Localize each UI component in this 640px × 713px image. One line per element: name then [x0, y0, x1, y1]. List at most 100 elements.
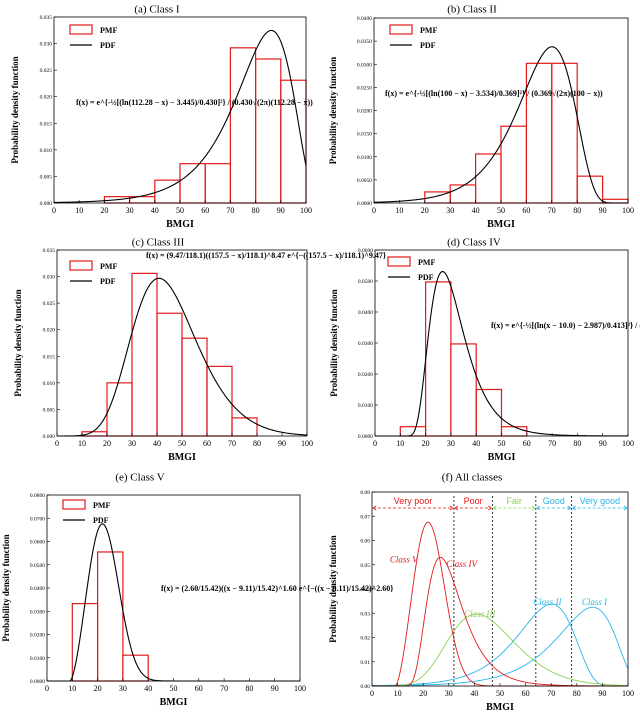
x-tick-label: 20 [421, 206, 429, 215]
class-a-curve [372, 606, 629, 687]
y-tick-label: 0.000 [43, 434, 56, 440]
pmf-bar [106, 382, 133, 437]
x-tick-label: 80 [245, 684, 253, 693]
y-tick-label: 0.020 [40, 95, 53, 101]
y-tick-label: 0.0000 [30, 679, 45, 685]
x-tick-label: 10 [68, 684, 76, 693]
x-tick-label: 100 [622, 206, 634, 215]
band-label: Very good [580, 496, 621, 506]
legend-pdf-label: PDF [93, 516, 109, 525]
x-tick-label: 100 [300, 206, 312, 215]
panel-b: (b) Class II 0 10 20 30 40 50 60 70 80 90 100 0.0000… [328, 4, 634, 230]
panel-title: (d) Class IV [447, 237, 501, 249]
x-tick-label: 40 [472, 439, 480, 448]
pdf-equation: f(x) = (2.60/15.42)((x − 9.11)/15.42)^1.… [161, 584, 393, 593]
y-tick-label: 0.005 [43, 407, 56, 413]
x-axis-label: BMGI [488, 452, 516, 463]
y-tick-label: 0.0050 [357, 178, 372, 184]
y-tick-label: 0.015 [43, 354, 56, 360]
legend-pmf-label: PMF [418, 258, 435, 267]
y-axis-label: Probability density function [1, 534, 11, 641]
y-tick-label: 0.03 [360, 611, 370, 617]
band-arrow-head-right [531, 505, 536, 511]
pmf-bar [500, 426, 528, 437]
x-tick-label: 10 [78, 439, 86, 448]
band-label: Very poor [394, 496, 433, 506]
x-tick-label: 0 [372, 206, 376, 215]
legend-pmf-swatch [69, 24, 93, 35]
panel-title: (a) Class I [134, 4, 180, 16]
band-label: Fair [506, 496, 522, 506]
x-tick-label: 10 [396, 439, 404, 448]
pmf-bar [399, 426, 427, 437]
y-tick-label: 0.08 [360, 490, 370, 496]
x-tick-label: 30 [128, 439, 136, 448]
pmf-bar [450, 343, 477, 437]
pmf-bar [206, 365, 233, 437]
legend-pmf-label: PMF [100, 26, 117, 35]
pmf-bar [551, 62, 578, 204]
y-tick-label: 0.0700 [30, 516, 45, 522]
pmf-bar [181, 337, 208, 437]
legend-pmf-swatch [387, 256, 411, 267]
curve-label: Class I [582, 597, 608, 607]
pmf-bar [231, 417, 258, 437]
band-arrow-head-right [567, 505, 572, 511]
x-tick-label: 70 [228, 439, 236, 448]
x-tick-label: 40 [472, 206, 480, 215]
x-tick-label: 80 [573, 439, 581, 448]
y-axis-label: Probability density function [13, 289, 23, 396]
x-axis-label: BMGI [166, 219, 194, 230]
x-tick-label: 90 [599, 206, 607, 215]
legend-pmf-label: PMF [93, 501, 110, 510]
x-tick-label: 50 [497, 206, 505, 215]
class-d-curve [372, 556, 628, 687]
x-tick-label: 30 [445, 689, 453, 698]
pdf-curve [47, 523, 300, 682]
band-arrow-head-left [536, 505, 541, 511]
panel-d: (d) Class IV 0 10 20 30 40 50 60 70 80 90 100 0.0000… [329, 237, 640, 463]
legend-pmf-swatch [69, 260, 93, 271]
band-arrow-head-left [454, 505, 459, 511]
band-arrow-head-right [623, 505, 628, 511]
panel-title: (f) All classes [442, 472, 502, 484]
x-tick-label: 100 [622, 689, 634, 698]
x-tick-label: 70 [226, 206, 234, 215]
band-label: Poor [464, 496, 483, 506]
pmf-bar [156, 312, 183, 437]
class-c-curve [372, 613, 629, 687]
y-tick-label: 0.0100 [358, 403, 373, 409]
band-arrow-head-left [372, 505, 377, 511]
y-tick-label: 0.0200 [358, 372, 373, 378]
y-tick-label: 0.0600 [358, 248, 373, 254]
x-tick-label: 0 [373, 439, 377, 448]
x-tick-label: 30 [447, 439, 455, 448]
x-tick-label: 60 [522, 689, 530, 698]
x-tick-label: 70 [548, 439, 556, 448]
x-tick-label: 10 [75, 206, 83, 215]
x-tick-label: 100 [294, 684, 306, 693]
y-tick-label: 0.005 [40, 174, 53, 180]
y-tick-label: 0.0100 [357, 155, 372, 161]
panel-e: (e) Class V0 10 20 30 40 50 60 70 80 90 1000.00000… [1, 472, 393, 708]
panel-c: (c) Class III 0 10 20 30 40 50 60 70 80 90 100 0.000… [13, 237, 386, 463]
panel-title: (e) Class V [115, 472, 164, 484]
pdf-equation: f(x) = e^{-½[(ln(112.28 − x) − 3.445)/0.… [76, 98, 313, 107]
pmf-bar [179, 163, 206, 204]
y-tick-label: 0.0200 [357, 109, 372, 115]
y-tick-label: 0.0000 [358, 434, 373, 440]
y-axis-label: Probability density function [328, 57, 338, 164]
legend-pmf-swatch [389, 24, 413, 35]
y-tick-label: 0.0500 [30, 563, 45, 569]
plot-frame [371, 491, 629, 687]
x-tick-label: 30 [119, 684, 127, 693]
x-tick-label: 0 [52, 206, 56, 215]
x-tick-label: 60 [195, 684, 203, 693]
y-tick-label: 0.0400 [30, 586, 45, 592]
curve-label: Class II [533, 597, 562, 607]
x-tick-label: 100 [622, 439, 634, 448]
x-tick-label: 10 [395, 206, 403, 215]
legend-pmf-swatch [62, 499, 86, 510]
x-tick-label: 80 [573, 206, 581, 215]
y-tick-label: 0.0500 [358, 279, 373, 285]
